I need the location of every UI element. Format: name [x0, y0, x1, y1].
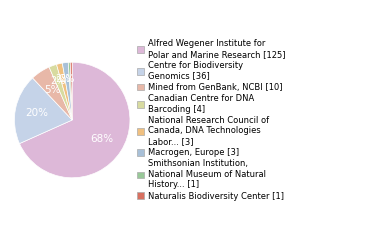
- Wedge shape: [19, 62, 130, 178]
- Wedge shape: [57, 63, 72, 120]
- Wedge shape: [68, 62, 72, 120]
- Text: 68%: 68%: [91, 134, 114, 144]
- Text: 5%: 5%: [44, 85, 61, 95]
- Wedge shape: [49, 64, 72, 120]
- Wedge shape: [62, 62, 72, 120]
- Text: 2%: 2%: [60, 74, 75, 84]
- Text: 2%: 2%: [55, 74, 71, 84]
- Wedge shape: [14, 78, 72, 144]
- Text: 20%: 20%: [25, 108, 49, 118]
- Text: 2%: 2%: [51, 76, 66, 86]
- Wedge shape: [33, 67, 72, 120]
- Legend: Alfred Wegener Institute for
Polar and Marine Research [125], Centre for Biodive: Alfred Wegener Institute for Polar and M…: [137, 39, 285, 201]
- Wedge shape: [70, 62, 72, 120]
